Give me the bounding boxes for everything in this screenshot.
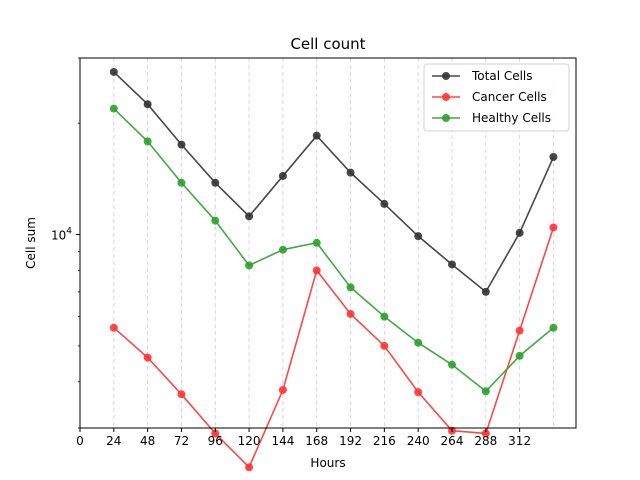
x-tick-label: 48 bbox=[140, 434, 155, 448]
data-point bbox=[515, 351, 524, 360]
x-tick-label: 288 bbox=[474, 434, 497, 448]
data-point bbox=[380, 312, 389, 321]
legend-marker bbox=[442, 93, 450, 101]
data-point bbox=[312, 238, 321, 247]
legend-marker bbox=[442, 114, 450, 122]
x-tick-label: 144 bbox=[271, 434, 294, 448]
data-point bbox=[448, 360, 456, 369]
data-point bbox=[143, 137, 152, 146]
data-point bbox=[278, 386, 287, 395]
data-point bbox=[414, 388, 423, 397]
plot-area-frame bbox=[79, 57, 577, 429]
data-point bbox=[109, 67, 118, 76]
x-tick-label: 24 bbox=[106, 434, 121, 448]
legend-label: Healthy Cells bbox=[472, 111, 551, 125]
data-point bbox=[380, 341, 389, 350]
x-axis-title: Hours bbox=[310, 456, 345, 470]
data-point bbox=[414, 232, 423, 241]
y-tick-label: 104 bbox=[51, 227, 72, 243]
data-point bbox=[515, 326, 524, 335]
series-line bbox=[113, 71, 555, 294]
data-point bbox=[177, 140, 186, 149]
data-point bbox=[346, 168, 355, 177]
legend-marker bbox=[442, 72, 450, 80]
data-point bbox=[312, 266, 321, 275]
legend-label: Total Cells bbox=[471, 69, 533, 83]
y-axis-title: Cell sum bbox=[24, 217, 38, 269]
legend-label: Cancer Cells bbox=[472, 90, 547, 104]
data-point bbox=[380, 199, 389, 208]
x-tick-label: 0 bbox=[76, 434, 84, 448]
data-point bbox=[278, 245, 287, 254]
x-tick-label: 72 bbox=[174, 434, 189, 448]
data-point bbox=[245, 261, 254, 270]
x-tick-label: 312 bbox=[508, 434, 531, 448]
data-point bbox=[109, 104, 118, 113]
data-point bbox=[481, 287, 490, 296]
data-point bbox=[549, 323, 558, 332]
data-point bbox=[109, 323, 118, 332]
y-axis: 104 bbox=[51, 57, 80, 429]
data-point bbox=[177, 390, 186, 399]
data-point bbox=[481, 429, 490, 438]
data-point bbox=[346, 309, 355, 318]
x-tick-label: 216 bbox=[373, 434, 396, 448]
data-point bbox=[346, 283, 355, 292]
data-point bbox=[143, 100, 152, 109]
data-point bbox=[549, 223, 558, 232]
series-layer bbox=[109, 67, 558, 472]
series-line bbox=[113, 107, 554, 393]
x-tick-label: 192 bbox=[339, 434, 362, 448]
data-point bbox=[177, 178, 186, 187]
data-point bbox=[245, 463, 254, 472]
data-point bbox=[448, 260, 456, 269]
data-point bbox=[245, 212, 254, 221]
data-point bbox=[211, 216, 220, 225]
x-tick-label: 120 bbox=[238, 434, 261, 448]
x-tick-label: 240 bbox=[407, 434, 430, 448]
data-point bbox=[211, 178, 220, 187]
data-point bbox=[549, 153, 558, 162]
data-point bbox=[414, 338, 423, 347]
x-axis: 0 24 48 72 96 120 144 168 192 216 240 264 288 312 bbox=[76, 428, 531, 448]
legend: Total Cells Cancer Cells Healthy Cells bbox=[423, 63, 570, 132]
series-cancer-cells bbox=[109, 223, 558, 472]
chart-title: Cell count bbox=[290, 35, 365, 53]
data-point bbox=[312, 131, 321, 140]
data-point bbox=[515, 228, 524, 237]
series-total-cells bbox=[109, 67, 558, 296]
data-point bbox=[143, 353, 152, 362]
x-tick-label: 168 bbox=[305, 434, 328, 448]
data-point bbox=[481, 387, 490, 396]
x-tick-label: 264 bbox=[441, 434, 464, 448]
series-healthy-cells bbox=[109, 104, 558, 396]
legend-box bbox=[423, 63, 570, 132]
series-line bbox=[113, 227, 555, 469]
data-point bbox=[211, 429, 220, 438]
data-point bbox=[278, 171, 287, 180]
x-tick-label: 96 bbox=[208, 434, 223, 448]
